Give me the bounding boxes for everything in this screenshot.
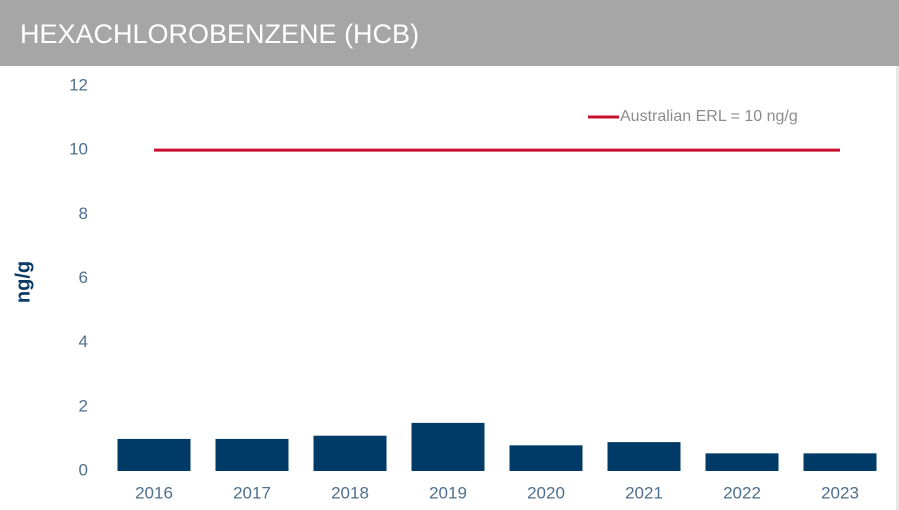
- y-tick-label: 0: [79, 460, 88, 479]
- y-tick-label: 2: [79, 396, 88, 415]
- x-tick-label: 2019: [429, 483, 467, 502]
- bar: [215, 438, 289, 471]
- x-tick-label: 2017: [233, 483, 271, 502]
- bar: [607, 442, 681, 471]
- y-tick-label: 12: [69, 75, 88, 94]
- edge: [896, 66, 899, 510]
- bar: [411, 422, 485, 471]
- x-tick-label: 2022: [723, 483, 761, 502]
- chart-title: HEXACHLOROBENZENE (HCB): [20, 19, 419, 49]
- y-tick-label: 8: [79, 204, 88, 223]
- title-banner: [0, 0, 899, 66]
- x-tick-label: 2018: [331, 483, 369, 502]
- y-tick-label: 6: [79, 268, 88, 287]
- x-tick-label: 2020: [527, 483, 565, 502]
- legend-label: Australian ERL = 10 ng/g: [620, 108, 798, 125]
- x-tick-label: 2016: [135, 483, 173, 502]
- bar: [509, 445, 583, 471]
- bar: [803, 453, 877, 471]
- bar: [313, 435, 387, 471]
- y-tick-label: 4: [79, 332, 88, 351]
- y-axis-label: ng/g: [12, 261, 34, 303]
- bar: [705, 453, 779, 471]
- x-tick-label: 2021: [625, 483, 663, 502]
- x-tick-label: 2023: [821, 483, 859, 502]
- y-tick-label: 10: [69, 140, 88, 159]
- bar: [117, 438, 191, 471]
